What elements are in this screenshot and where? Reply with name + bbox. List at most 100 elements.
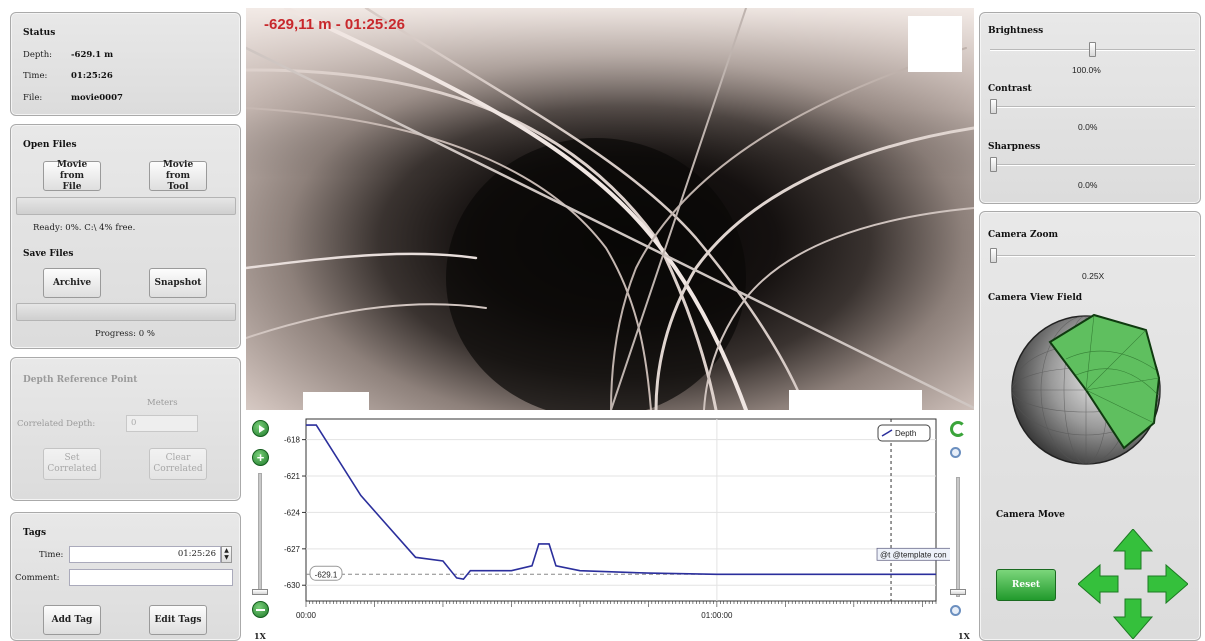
camera-zoom-title: Camera Zoom [988, 230, 1059, 240]
contrast-label: Contrast [988, 84, 1032, 94]
arrow-left-icon[interactable] [1078, 563, 1119, 605]
status-title: Status [23, 28, 56, 38]
add-tag-button[interactable]: Add Tag [43, 605, 101, 635]
save-progress-bar [16, 303, 236, 321]
movie-from-tool-button[interactable]: Movie from Tool [149, 160, 207, 192]
comment-label: Comment: [15, 573, 60, 583]
left-zoom-thumb[interactable] [252, 589, 268, 595]
depth-chart[interactable]: -618 -621 -624 -627 -630 00:00 01:00:00 -629.1 @… [270, 413, 950, 641]
depth-value: -629.1 m [71, 50, 114, 60]
plot-frame [305, 418, 937, 602]
right-zoom-label: 1X [958, 631, 970, 641]
reference-value-label: -629.1 [315, 570, 338, 579]
refresh-icon[interactable] [950, 421, 966, 437]
contrast-slider-thumb[interactable] [990, 99, 997, 114]
tag-time-input[interactable]: 01:25:26 [69, 546, 221, 563]
snapshot-button[interactable]: Snapshot [149, 268, 207, 298]
brightness-slider-thumb[interactable] [1089, 42, 1096, 57]
image-adjust-panel: Brightness 100.0% Contrast 0.0% Sharpnes… [979, 12, 1201, 204]
open-progress-bar [16, 197, 236, 215]
left-zoom-slider[interactable] [258, 473, 262, 595]
meters-label: Meters [147, 398, 178, 408]
camera-panel: Camera Zoom 0.25X Camera View Field Came… [979, 211, 1201, 641]
depth-reference-title: Depth Reference Point [23, 375, 138, 385]
minus-icon [256, 609, 265, 611]
comment-input[interactable] [69, 569, 233, 586]
camera-view-field-title: Camera View Field [988, 293, 1083, 303]
sharpness-value: 0.0% [1078, 180, 1098, 190]
tags-title: Tags [23, 528, 47, 538]
template-annotation-label: @t @template con [880, 550, 947, 559]
camera-zoom-value: 0.25X [1082, 271, 1105, 281]
y-tick-label: -624 [284, 508, 301, 517]
time-spinner[interactable]: ▲ ▼ [221, 546, 232, 563]
x-tick-label: 00:00 [296, 611, 317, 620]
y-tick-label: -621 [284, 472, 301, 481]
tags-panel: Tags Time: 01:25:26 ▲ ▼ Comment: Add Tag… [10, 512, 241, 641]
play-icon [259, 425, 265, 433]
arrow-up-icon[interactable] [1112, 529, 1154, 570]
status-panel: Status Depth: -629.1 m Time: 01:25:26 Fi… [10, 12, 241, 116]
x-tick-label: 01:00:00 [701, 611, 733, 620]
edit-tags-button[interactable]: Edit Tags [149, 605, 207, 635]
file-label: File: [23, 93, 43, 103]
time-label: Time: [23, 71, 48, 81]
reference-value-badge [309, 565, 343, 581]
time-value: 01:25:26 [71, 71, 113, 81]
y-tick-label: -630 [284, 581, 301, 590]
legend-swatch [881, 429, 893, 437]
correlated-depth-label: Correlated Depth: [17, 419, 96, 429]
depth-label: Depth: [23, 50, 53, 60]
sharpness-label: Sharpness [988, 142, 1041, 152]
contrast-track[interactable] [990, 106, 1195, 108]
depth-plot-area: + 1X -618 -621 -624 -627 -630 00:00 01:00:00 -6… [246, 413, 974, 641]
archive-button[interactable]: Archive [43, 268, 101, 298]
spin-up-icon[interactable]: ▲ [224, 547, 229, 554]
tag-time-value: 01:25:26 [177, 549, 216, 559]
correlated-depth-input[interactable]: 0 [126, 415, 198, 432]
play-button[interactable] [252, 420, 269, 437]
borehole-video-frame [246, 8, 974, 410]
set-correlated-button[interactable]: Set Correlated [43, 448, 101, 480]
view-field-region [1048, 313, 1161, 450]
camera-move-title: Camera Move [996, 510, 1065, 520]
file-value: movie0007 [71, 93, 123, 103]
progress-text: Progress: 0 % [95, 329, 155, 339]
legend-label: Depth [895, 429, 916, 438]
right-zoom-slider[interactable] [956, 477, 960, 597]
camera-zoom-slider-thumb[interactable] [990, 248, 997, 263]
brightness-label: Brightness [988, 26, 1044, 36]
zoom-in-magnifier-icon[interactable] [950, 447, 961, 458]
brightness-value: 100.0% [1072, 65, 1101, 75]
left-zoom-label: 1X [254, 631, 266, 641]
video-view[interactable]: -629,11 m - 01:25:26 [246, 8, 974, 410]
arrow-right-icon[interactable] [1147, 563, 1188, 605]
save-files-title: Save Files [23, 249, 74, 259]
plus-icon: + [256, 450, 265, 465]
sharpness-track[interactable] [990, 164, 1195, 166]
zoom-out-button[interactable] [252, 601, 269, 618]
legend-box [877, 424, 931, 442]
ready-status-text: Ready: 0%. C:\ 4% free. [33, 223, 136, 233]
camera-reset-button[interactable]: Reset [996, 569, 1056, 601]
camera-zoom-track[interactable] [990, 255, 1195, 257]
movie-from-file-button[interactable]: Movie from File [43, 160, 101, 192]
video-caption: -629,11 m - 01:25:26 [264, 16, 405, 33]
files-panel: Open Files Movie from File Movie from To… [10, 124, 241, 349]
template-annotation-box [876, 547, 950, 561]
spin-down-icon[interactable]: ▼ [224, 554, 229, 561]
tag-time-label: Time: [39, 550, 64, 560]
open-files-title: Open Files [23, 140, 77, 150]
y-tick-label: -618 [284, 436, 301, 445]
y-tick-label: -627 [284, 545, 301, 554]
zoom-in-button[interactable]: + [252, 449, 269, 466]
clear-correlated-button[interactable]: Clear Correlated [149, 448, 207, 480]
zoom-out-magnifier-icon[interactable] [950, 605, 961, 616]
depth-series-line [306, 424, 936, 581]
contrast-value: 0.0% [1078, 122, 1098, 132]
sharpness-slider-thumb[interactable] [990, 157, 997, 172]
camera-direction-pad[interactable] [1078, 529, 1188, 639]
arrow-down-icon[interactable] [1112, 598, 1154, 639]
right-zoom-thumb[interactable] [950, 589, 966, 595]
camera-view-field-sphere[interactable] [1006, 305, 1166, 465]
